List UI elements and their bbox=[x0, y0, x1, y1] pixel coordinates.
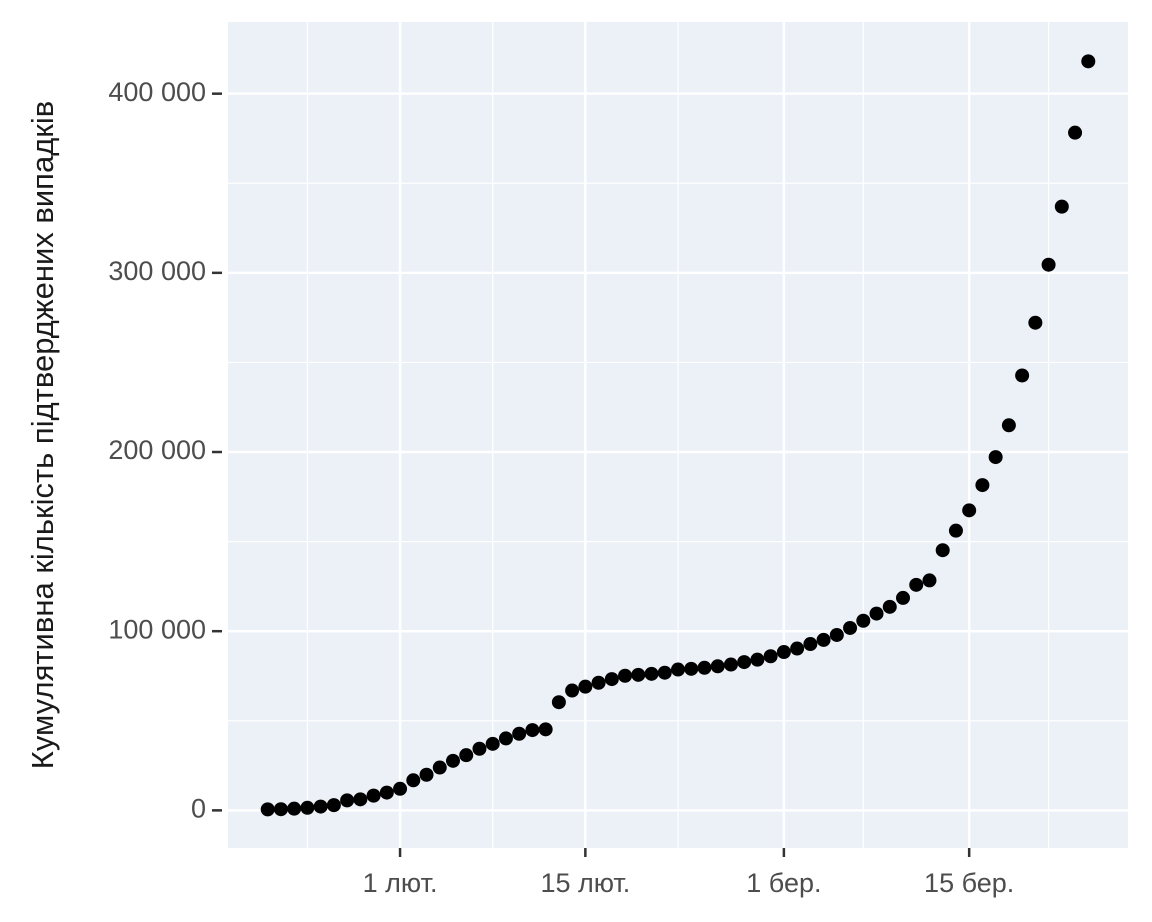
point bbox=[379, 785, 394, 800]
point bbox=[472, 741, 487, 756]
point bbox=[909, 577, 924, 592]
point bbox=[948, 523, 963, 538]
point bbox=[684, 661, 699, 676]
point bbox=[1041, 257, 1056, 272]
point bbox=[512, 726, 527, 741]
x-tick-label: 15 лют. bbox=[540, 868, 630, 898]
point bbox=[498, 731, 513, 746]
point bbox=[300, 800, 315, 815]
point bbox=[790, 641, 805, 656]
point bbox=[551, 695, 566, 710]
point bbox=[1015, 368, 1030, 383]
point bbox=[538, 722, 553, 737]
point bbox=[578, 679, 593, 694]
point bbox=[829, 627, 844, 642]
point bbox=[935, 543, 950, 558]
point bbox=[776, 645, 791, 660]
x-tick-label: 15 бер. bbox=[924, 868, 1014, 898]
point bbox=[631, 667, 646, 682]
point bbox=[618, 668, 633, 683]
point bbox=[671, 662, 685, 677]
point bbox=[882, 599, 897, 614]
point bbox=[922, 573, 937, 588]
point bbox=[1001, 418, 1016, 433]
point bbox=[803, 637, 818, 652]
point bbox=[856, 613, 871, 628]
point bbox=[419, 767, 434, 782]
point bbox=[273, 802, 288, 817]
point bbox=[446, 753, 460, 768]
point bbox=[1081, 54, 1096, 69]
point bbox=[988, 450, 1003, 465]
y-axis-label: Кумулятивна кількість підтверджених випа… bbox=[25, 101, 60, 769]
point bbox=[644, 666, 659, 681]
point bbox=[750, 652, 765, 667]
x-tick-label: 1 бер. bbox=[746, 868, 821, 898]
point bbox=[260, 802, 275, 817]
point bbox=[565, 683, 580, 698]
point bbox=[723, 657, 738, 672]
point bbox=[525, 723, 540, 738]
y-tick-label: 200 000 bbox=[108, 435, 206, 465]
point bbox=[366, 788, 381, 803]
point bbox=[459, 748, 474, 763]
point bbox=[326, 798, 341, 813]
x-tick-label: 1 лют. bbox=[363, 868, 438, 898]
point bbox=[896, 590, 910, 605]
point bbox=[1068, 125, 1083, 140]
point bbox=[406, 773, 421, 788]
point bbox=[604, 672, 619, 687]
point bbox=[287, 801, 302, 816]
point bbox=[1054, 199, 1069, 214]
point bbox=[432, 760, 447, 775]
y-tick-label: 100 000 bbox=[108, 614, 206, 644]
point bbox=[816, 632, 831, 647]
point bbox=[393, 781, 408, 796]
y-tick-label: 400 000 bbox=[108, 77, 206, 107]
point bbox=[485, 736, 500, 751]
point bbox=[313, 799, 328, 814]
point bbox=[591, 675, 606, 690]
point bbox=[1028, 315, 1043, 330]
point bbox=[962, 503, 977, 518]
point bbox=[975, 478, 990, 493]
point bbox=[657, 665, 672, 680]
point bbox=[763, 649, 778, 664]
y-tick-label: 300 000 bbox=[108, 256, 206, 286]
point bbox=[737, 655, 752, 670]
point bbox=[843, 620, 858, 635]
point bbox=[710, 659, 725, 674]
point bbox=[353, 792, 368, 807]
y-tick-label: 0 bbox=[191, 793, 206, 823]
point bbox=[340, 793, 355, 808]
point bbox=[697, 660, 712, 675]
point bbox=[869, 606, 884, 621]
